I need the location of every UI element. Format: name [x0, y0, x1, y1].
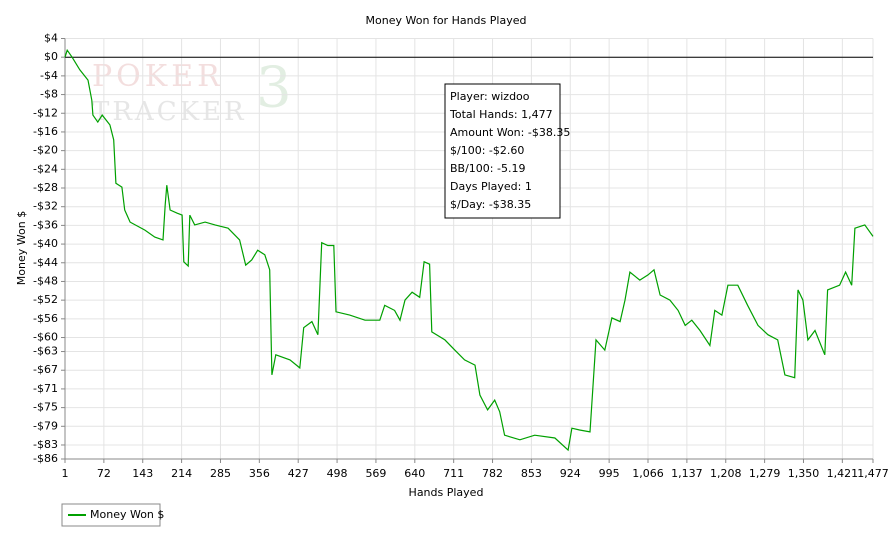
info-line: Amount Won: -$38.35 — [450, 126, 570, 139]
y-tick-label: -$86 — [33, 452, 58, 465]
info-line: BB/100: -5.19 — [450, 162, 525, 175]
y-tick-label: -$60 — [33, 331, 58, 344]
x-tick-label: 72 — [97, 467, 111, 480]
x-tick-label: 711 — [443, 467, 464, 480]
x-tick-label: 1,421 — [827, 467, 859, 480]
x-tick-label: 1,279 — [749, 467, 781, 480]
info-line: Total Hands: 1,477 — [449, 108, 553, 121]
watermark: 3 — [256, 56, 292, 121]
y-tick-label: -$20 — [33, 144, 58, 157]
info-line: Days Played: 1 — [450, 180, 532, 193]
x-tick-label: 995 — [599, 467, 620, 480]
y-tick-label: -$75 — [33, 401, 58, 414]
y-tick-label: -$4 — [40, 69, 58, 82]
y-tick-label: -$8 — [40, 88, 58, 101]
y-tick-label: -$28 — [33, 181, 58, 194]
y-tick-label: -$52 — [33, 293, 58, 306]
y-tick-label: -$12 — [33, 106, 58, 119]
data-line — [64, 48, 874, 452]
watermark: POKER — [92, 59, 224, 94]
x-tick-label: 1 — [62, 467, 69, 480]
y-tick-label: -$24 — [33, 162, 58, 175]
info-box — [444, 83, 561, 219]
legend-label: Money Won $ — [90, 508, 164, 521]
x-tick-label: 356 — [249, 467, 270, 480]
y-tick-label: -$79 — [33, 419, 58, 432]
info-line: Player: wizdoo — [450, 90, 530, 103]
y-tick-label: -$83 — [33, 438, 58, 451]
legend-box — [61, 503, 161, 527]
y-tick-label: $4 — [44, 32, 58, 45]
y-tick-label: -$44 — [33, 256, 58, 269]
y-axis-label: Money Won $ — [15, 211, 28, 285]
x-tick-label: 640 — [404, 467, 425, 480]
chart-title: Money Won for Hands Played — [366, 14, 527, 27]
info-line: $/Day: -$38.35 — [450, 198, 531, 211]
y-tick-label: -$71 — [33, 382, 58, 395]
x-tick-label: 1,066 — [632, 467, 664, 480]
y-tick-label: -$48 — [33, 274, 58, 287]
x-tick-label: 143 — [132, 467, 153, 480]
x-tick-label: 1,350 — [788, 467, 820, 480]
y-tick-label: -$16 — [33, 125, 58, 138]
x-tick-label: 427 — [288, 467, 309, 480]
x-tick-label: 285 — [210, 467, 231, 480]
x-tick-label: 498 — [327, 467, 348, 480]
x-tick-label: 782 — [482, 467, 503, 480]
watermark: TRACKER — [92, 97, 247, 127]
x-tick-label: 1,137 — [671, 467, 703, 480]
y-tick-label: -$63 — [33, 345, 58, 358]
x-tick-label: 853 — [521, 467, 542, 480]
y-tick-label: -$67 — [33, 363, 58, 376]
y-tick-label: -$40 — [33, 237, 58, 250]
y-tick-label: -$36 — [33, 218, 58, 231]
y-tick-label: -$32 — [33, 200, 58, 213]
info-line: $/100: -$2.60 — [450, 144, 524, 157]
x-tick-label: 1,477 — [857, 467, 889, 480]
x-tick-label: 214 — [171, 467, 192, 480]
y-tick-label: $0 — [44, 50, 58, 63]
y-tick-label: -$56 — [33, 312, 58, 325]
x-axis-label: Hands Played — [409, 486, 484, 499]
x-tick-label: 569 — [365, 467, 386, 480]
x-tick-label: 924 — [560, 467, 581, 480]
x-tick-label: 1,208 — [710, 467, 742, 480]
